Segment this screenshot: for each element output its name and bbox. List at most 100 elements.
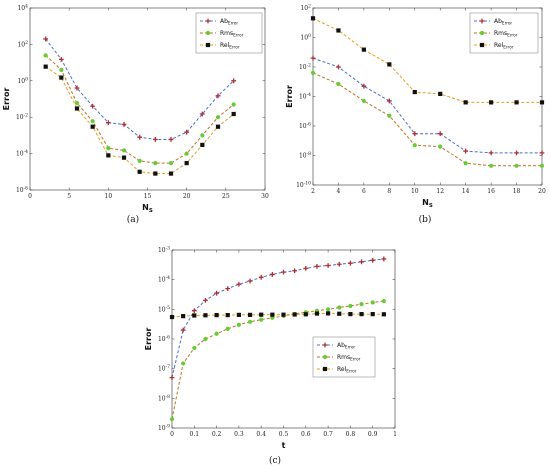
data-point (59, 75, 64, 80)
data-point (387, 113, 392, 118)
series-rel (43, 64, 236, 176)
series-line (312, 72, 542, 167)
data-point (269, 272, 275, 277)
data-point (281, 269, 286, 275)
y-tick-label: 10-4 (299, 92, 311, 101)
data-point (310, 16, 316, 21)
data-point (214, 312, 219, 318)
x-tick-label: 1 (393, 431, 397, 438)
data-point (168, 171, 174, 176)
y-tick-label: 100 (17, 76, 28, 85)
data-point (43, 64, 48, 69)
legend-label: RmsError (494, 30, 518, 38)
data-point (121, 122, 127, 127)
data-point (463, 161, 468, 166)
legend-label: AbError (494, 18, 512, 26)
data-point (90, 103, 96, 109)
legend-label: AbError (220, 18, 238, 26)
data-point (58, 56, 64, 62)
legend-marker (205, 42, 211, 48)
x-tick-label: 4 (337, 188, 341, 195)
x-tick-label: 30 (261, 193, 269, 200)
data-point (106, 153, 111, 158)
data-point (438, 144, 443, 149)
legend-marker (205, 18, 211, 24)
data-point (336, 64, 341, 70)
data-point (74, 100, 80, 106)
y-tick-label: 100 (300, 33, 311, 42)
data-point (359, 312, 364, 317)
legend-marker (205, 30, 211, 36)
x-tick-label: 10 (105, 193, 113, 200)
data-point (236, 322, 241, 327)
data-point (137, 134, 143, 140)
data-point (337, 311, 342, 316)
data-point (247, 312, 253, 317)
data-point (168, 161, 174, 166)
y-tick-label: 10-9 (158, 424, 170, 433)
data-point (59, 67, 64, 72)
data-point (359, 302, 364, 307)
y-tick-label: 10-4 (16, 149, 28, 158)
data-point (199, 111, 205, 117)
legend-marker (479, 30, 485, 36)
data-point (303, 265, 309, 271)
data-point (106, 146, 111, 151)
data-point (236, 312, 241, 317)
x-axis-label: t (282, 441, 286, 450)
data-point (370, 312, 375, 317)
data-point (247, 278, 253, 284)
data-point (370, 300, 375, 305)
x-tick-label: 0.6 (301, 431, 311, 438)
x-tick-label: 0.8 (346, 431, 356, 438)
x-tick-label: 0.9 (368, 431, 378, 438)
data-point (192, 313, 197, 318)
series-ab (310, 55, 545, 156)
legend-label: RmsError (337, 354, 361, 362)
series-ab (169, 256, 387, 380)
data-point (181, 361, 186, 366)
data-point (348, 312, 353, 317)
y-tick-label: 10-8 (158, 394, 170, 403)
y-tick-label: 10-3 (158, 246, 170, 255)
data-point (247, 319, 253, 324)
series-rel (169, 311, 386, 320)
y-tick-label: 10-6 (16, 186, 28, 195)
x-tick-label: 0.5 (279, 431, 289, 438)
legend-label: RelError (494, 42, 514, 50)
data-point (387, 62, 392, 67)
legend-label: AbError (337, 342, 355, 350)
x-tick-label: 20 (183, 193, 191, 200)
data-point (43, 53, 48, 58)
x-tick-label: 0.1 (190, 431, 200, 438)
data-point (236, 281, 242, 287)
data-point (292, 268, 298, 274)
data-point (270, 312, 275, 317)
data-point (231, 78, 237, 84)
data-point (336, 81, 341, 87)
data-point (259, 312, 264, 317)
data-point (514, 100, 519, 105)
data-point (361, 98, 366, 104)
data-point (381, 298, 386, 304)
data-point (200, 142, 205, 148)
y-tick-label: 10-2 (299, 63, 311, 72)
y-tick-label: 102 (17, 40, 28, 49)
x-tick-label: 15 (144, 193, 152, 200)
data-point (437, 131, 443, 137)
data-point (348, 303, 353, 309)
data-point (215, 124, 221, 129)
y-tick-label: 10-10 (296, 181, 311, 190)
legend-label: RelError (220, 42, 240, 50)
data-point (489, 163, 494, 168)
x-tick-label: 16 (487, 188, 495, 195)
chart-panel-2: 2 4 6 8 10 12 14 16 18 20 10-10 10-8 10-6 10-4 10-2 100… (285, 4, 546, 210)
data-point (259, 317, 264, 322)
data-point (326, 311, 331, 316)
x-tick-label: 12 (436, 188, 444, 195)
y-tick-label: 10-6 (158, 335, 170, 344)
data-point (386, 98, 392, 104)
data-point (412, 89, 417, 95)
data-point (184, 161, 189, 166)
